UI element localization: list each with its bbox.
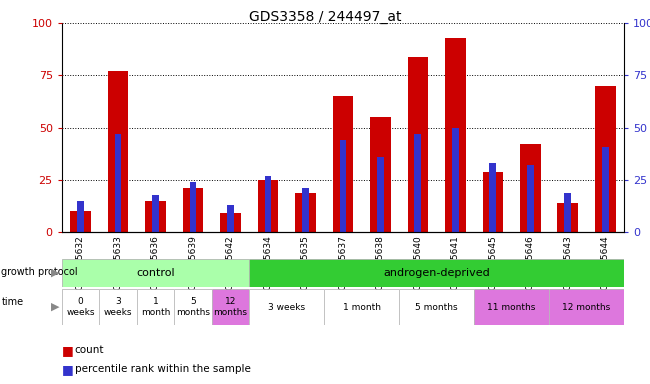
Bar: [287, 23, 324, 232]
Text: 1
month: 1 month: [141, 297, 170, 317]
Text: count: count: [75, 345, 104, 355]
Text: 11 months: 11 months: [488, 303, 536, 311]
Text: growth protocol: growth protocol: [1, 266, 78, 276]
Text: percentile rank within the sample: percentile rank within the sample: [75, 364, 251, 374]
Bar: [564, 192, 571, 232]
Text: 12
months: 12 months: [213, 297, 248, 317]
Bar: [558, 203, 578, 232]
Bar: [190, 182, 196, 232]
Bar: [586, 23, 624, 232]
Bar: [437, 23, 474, 232]
Bar: [324, 23, 361, 232]
Bar: [145, 201, 166, 232]
Bar: [370, 117, 391, 232]
Text: ▶: ▶: [51, 302, 60, 312]
Text: 12 months: 12 months: [562, 303, 610, 311]
Bar: [474, 23, 512, 232]
Bar: [265, 176, 271, 232]
Bar: [602, 147, 608, 232]
Text: 5
months: 5 months: [176, 297, 210, 317]
Text: 3 weeks: 3 weeks: [268, 303, 306, 311]
Bar: [62, 23, 99, 232]
Bar: [114, 134, 122, 232]
Text: ■: ■: [62, 363, 73, 376]
Bar: [361, 23, 399, 232]
Text: time: time: [1, 296, 23, 306]
Text: ■: ■: [62, 344, 73, 357]
Bar: [302, 189, 309, 232]
Bar: [595, 86, 616, 232]
Bar: [220, 214, 240, 232]
Text: 0
weeks: 0 weeks: [66, 297, 95, 317]
Bar: [549, 23, 586, 232]
Text: 5 months: 5 months: [415, 303, 458, 311]
Text: 3
weeks: 3 weeks: [104, 297, 132, 317]
Bar: [108, 71, 128, 232]
Bar: [399, 23, 437, 232]
Text: ▶: ▶: [51, 268, 60, 278]
Bar: [482, 172, 503, 232]
Bar: [520, 144, 541, 232]
Bar: [136, 23, 174, 232]
Bar: [212, 23, 249, 232]
Bar: [183, 189, 203, 232]
Bar: [339, 140, 346, 232]
Bar: [445, 38, 465, 232]
Bar: [77, 201, 84, 232]
Bar: [452, 127, 459, 232]
Bar: [174, 23, 212, 232]
Bar: [152, 195, 159, 232]
Bar: [415, 134, 421, 232]
Text: GDS3358 / 244497_at: GDS3358 / 244497_at: [249, 10, 401, 23]
Bar: [70, 211, 91, 232]
Bar: [249, 23, 287, 232]
Bar: [257, 180, 278, 232]
Bar: [227, 205, 234, 232]
Bar: [408, 56, 428, 232]
Text: 1 month: 1 month: [343, 303, 381, 311]
Bar: [527, 166, 534, 232]
Bar: [489, 163, 496, 232]
Bar: [295, 192, 316, 232]
Bar: [512, 23, 549, 232]
Bar: [377, 157, 384, 232]
Text: androgen-deprived: androgen-deprived: [384, 268, 490, 278]
Text: control: control: [136, 268, 175, 278]
Bar: [333, 96, 353, 232]
Bar: [99, 23, 136, 232]
